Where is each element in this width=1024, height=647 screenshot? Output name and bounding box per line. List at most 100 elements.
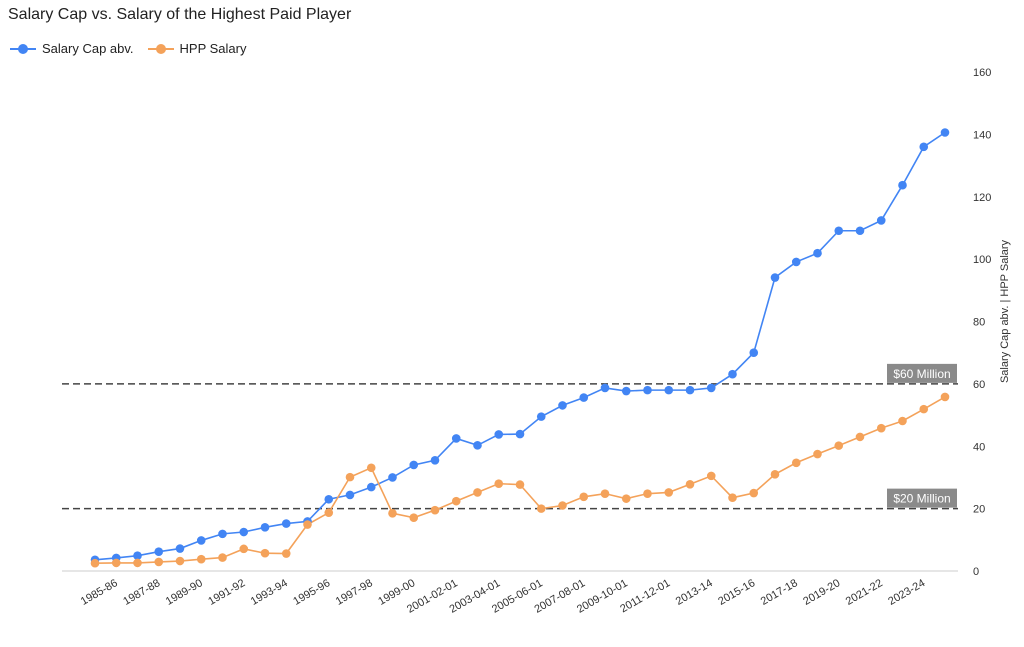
data-point-hpp-salary [473,488,482,497]
y-tick-label: 120 [973,192,991,204]
data-point-salary-cap [876,216,886,225]
data-point-hpp-salary [388,509,397,518]
data-point-hpp-salary [154,557,164,567]
y-tick-label: 160 [973,67,991,79]
data-point-hpp-salary [728,493,737,503]
x-tick-label: 1997-98 [334,577,375,608]
data-point-hpp-salary [451,496,461,506]
label-layer: $60 Million $20 Million [887,363,957,508]
y-tick-label: 20 [973,504,985,516]
x-tick-label: 2021-22 [844,577,885,608]
data-point-salary-cap [685,385,695,395]
series-line-salary-cap [94,131,946,561]
x-tick-label: 2015-16 [716,577,757,608]
reference-label: $20 Million [893,492,950,506]
data-point-salary-cap [558,401,567,410]
data-point-salary-cap [621,386,631,396]
legend-label-salary-cap: Salary Cap abv. [42,41,134,56]
data-point-hpp-salary [579,492,589,502]
data-point-salary-cap [409,460,419,470]
series-line-hpp-salary [94,396,946,565]
data-point-salary-cap [770,273,780,282]
y-tick-label: 0 [973,566,979,578]
data-point-salary-cap [218,529,227,539]
axis-layer: 0 20 40 60 80 100 120 140 160 Salary Cap abv. | H… [62,67,1011,616]
data-point-hpp-salary [345,472,355,482]
data-point-salary-cap [473,441,482,450]
x-tick-label: 1991-92 [206,577,247,608]
data-point-salary-cap [430,455,440,465]
legend-item-hpp-salary[interactable]: HPP Salary [147,41,247,56]
data-point-hpp-salary [813,449,822,459]
data-point-salary-cap [579,393,589,402]
data-point-hpp-salary [558,501,567,510]
data-point-hpp-salary [643,489,652,498]
data-point-hpp-salary [706,471,716,481]
data-point-hpp-salary [175,556,185,566]
legend-label-hpp-salary: HPP Salary [179,41,247,56]
data-point-salary-cap [239,527,249,537]
x-tick-label: 2023-24 [886,577,927,608]
data-point-salary-cap [664,385,674,395]
data-point-salary-cap [898,180,907,190]
data-point-salary-cap [791,257,801,267]
data-point-hpp-salary [133,558,142,568]
x-tick-label: 2019-20 [801,577,842,608]
y-tick-label: 140 [973,129,991,141]
legend: Salary Cap abv. HPP Salary [10,41,261,56]
data-point-salary-cap [919,142,929,152]
data-point-hpp-salary [409,513,419,522]
data-point-hpp-salary [664,488,674,497]
y-tick-label: 100 [973,254,991,266]
reference-lines-layer [62,383,958,510]
data-point-salary-cap [855,226,865,236]
series-layer [90,128,950,568]
legend-item-salary-cap[interactable]: Salary Cap abv. [10,41,134,56]
y-axis-title: Salary Cap abv. | HPP Salary [999,239,1011,383]
data-point-salary-cap [749,348,759,357]
data-point-salary-cap [196,536,206,545]
x-tick-label: 1993-94 [249,577,290,608]
data-point-hpp-salary [494,479,504,488]
data-point-salary-cap [451,434,461,443]
data-point-hpp-salary [600,489,610,498]
data-point-salary-cap [133,551,142,561]
x-tick-label: 2017-18 [759,577,800,608]
chart-title: Salary Cap vs. Salary of the Highest Pai… [8,6,352,23]
data-point-hpp-salary [749,488,759,498]
data-point-hpp-salary [685,479,695,489]
x-tick-label: 1989-90 [164,577,205,608]
data-point-salary-cap [940,128,950,137]
data-point-hpp-salary [218,553,227,562]
data-point-hpp-salary [834,441,844,450]
data-point-hpp-salary [260,548,270,558]
data-point-hpp-salary [281,549,291,558]
x-tick-label: 1987-88 [121,577,162,608]
reference-label: $60 Million [893,367,950,381]
y-tick-label: 80 [973,317,985,329]
x-tick-label: 1995-96 [291,577,332,608]
data-point-hpp-salary [876,423,886,433]
data-point-hpp-salary [324,508,334,517]
legend-swatch-salary-cap [10,43,36,55]
data-point-hpp-salary [898,416,907,426]
x-tick-label: 1985-86 [79,577,120,608]
data-point-hpp-salary [855,432,865,442]
data-point-hpp-salary [303,520,312,529]
y-tick-label: 60 [973,379,985,391]
data-point-salary-cap [494,430,504,439]
reference-label-bg [887,363,957,383]
data-point-salary-cap [728,369,737,379]
data-point-salary-cap [813,248,822,258]
legend-swatch-hpp-salary [147,43,174,55]
data-point-hpp-salary [90,558,100,568]
data-point-hpp-salary [621,494,631,503]
data-point-salary-cap [706,383,716,393]
data-point-hpp-salary [366,463,376,473]
data-point-salary-cap [388,473,397,482]
data-point-salary-cap [154,547,164,556]
x-tick-label: 2013-14 [674,577,715,608]
data-point-salary-cap [834,226,844,236]
data-point-hpp-salary [940,392,950,402]
data-point-salary-cap [281,519,291,528]
